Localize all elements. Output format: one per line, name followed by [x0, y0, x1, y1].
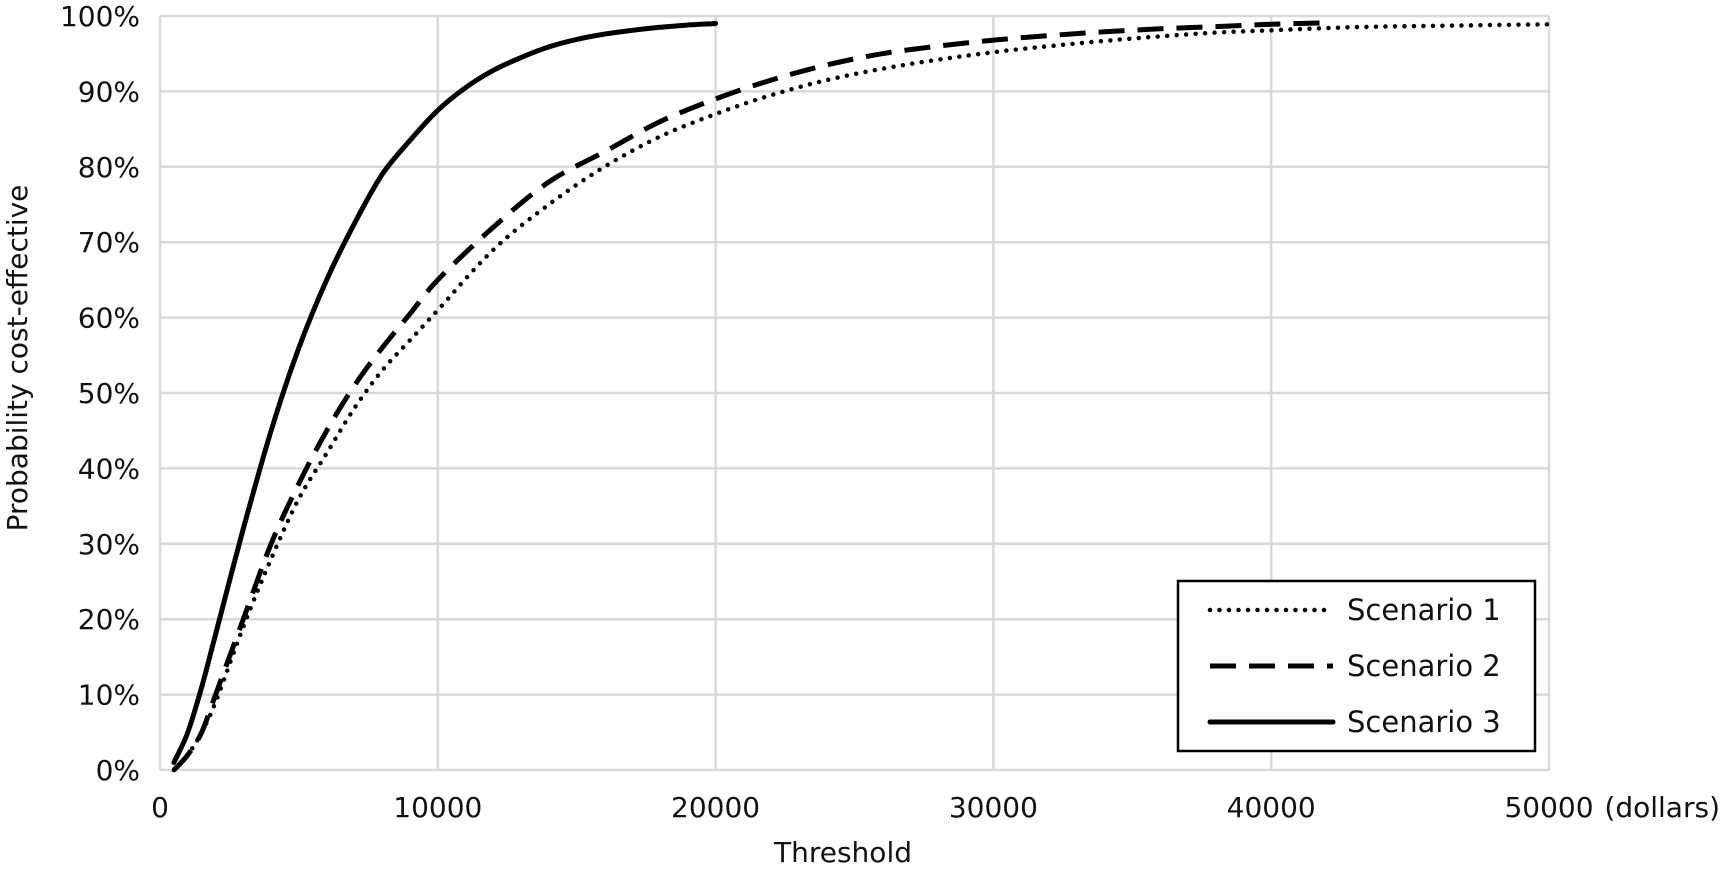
- y-tick-label: 90%: [78, 75, 140, 108]
- x-tick-label: 20000: [671, 791, 760, 824]
- legend: Scenario 1 Scenario 2 Scenario 3: [1176, 579, 1537, 753]
- x-tick-label: 0: [151, 791, 169, 824]
- y-tick-label: 10%: [78, 679, 140, 712]
- legend-label-scenario-2: Scenario 2: [1347, 649, 1501, 683]
- y-tick-label: 30%: [78, 528, 140, 561]
- y-tick-label: 0%: [96, 754, 140, 787]
- x-tick-label: 10000: [393, 791, 482, 824]
- y-tick-label: 40%: [78, 452, 140, 485]
- x-axis-unit: (dollars): [1604, 791, 1720, 824]
- legend-label-scenario-3: Scenario 3: [1347, 705, 1501, 739]
- series-line-scenario-2: [172, 20, 1327, 772]
- y-axis-title: Probability cost-effective: [1, 185, 34, 532]
- y-tick-label: 70%: [78, 226, 140, 259]
- tick-labels: 0% 10% 20% 30% 40% 50% 60% 70% 80% 90% 100% 0 10000 2…: [60, 0, 1720, 824]
- y-tick-label: 50%: [78, 377, 140, 410]
- grid: [158, 14, 1551, 772]
- y-tick-label: 60%: [78, 302, 140, 335]
- series-lines: [171, 20, 1552, 773]
- x-tick-label: 30000: [949, 791, 1038, 824]
- x-axis-title: Threshold: [773, 836, 912, 869]
- legend-label-scenario-1: Scenario 1: [1347, 593, 1501, 627]
- x-tick-label: 50000: [1504, 791, 1593, 824]
- series-line-scenario-3: [171, 21, 719, 765]
- x-tick-label: 40000: [1227, 791, 1316, 824]
- y-tick-label: 100%: [60, 0, 140, 33]
- y-tick-label: 80%: [78, 151, 140, 184]
- y-tick-label: 20%: [78, 603, 140, 636]
